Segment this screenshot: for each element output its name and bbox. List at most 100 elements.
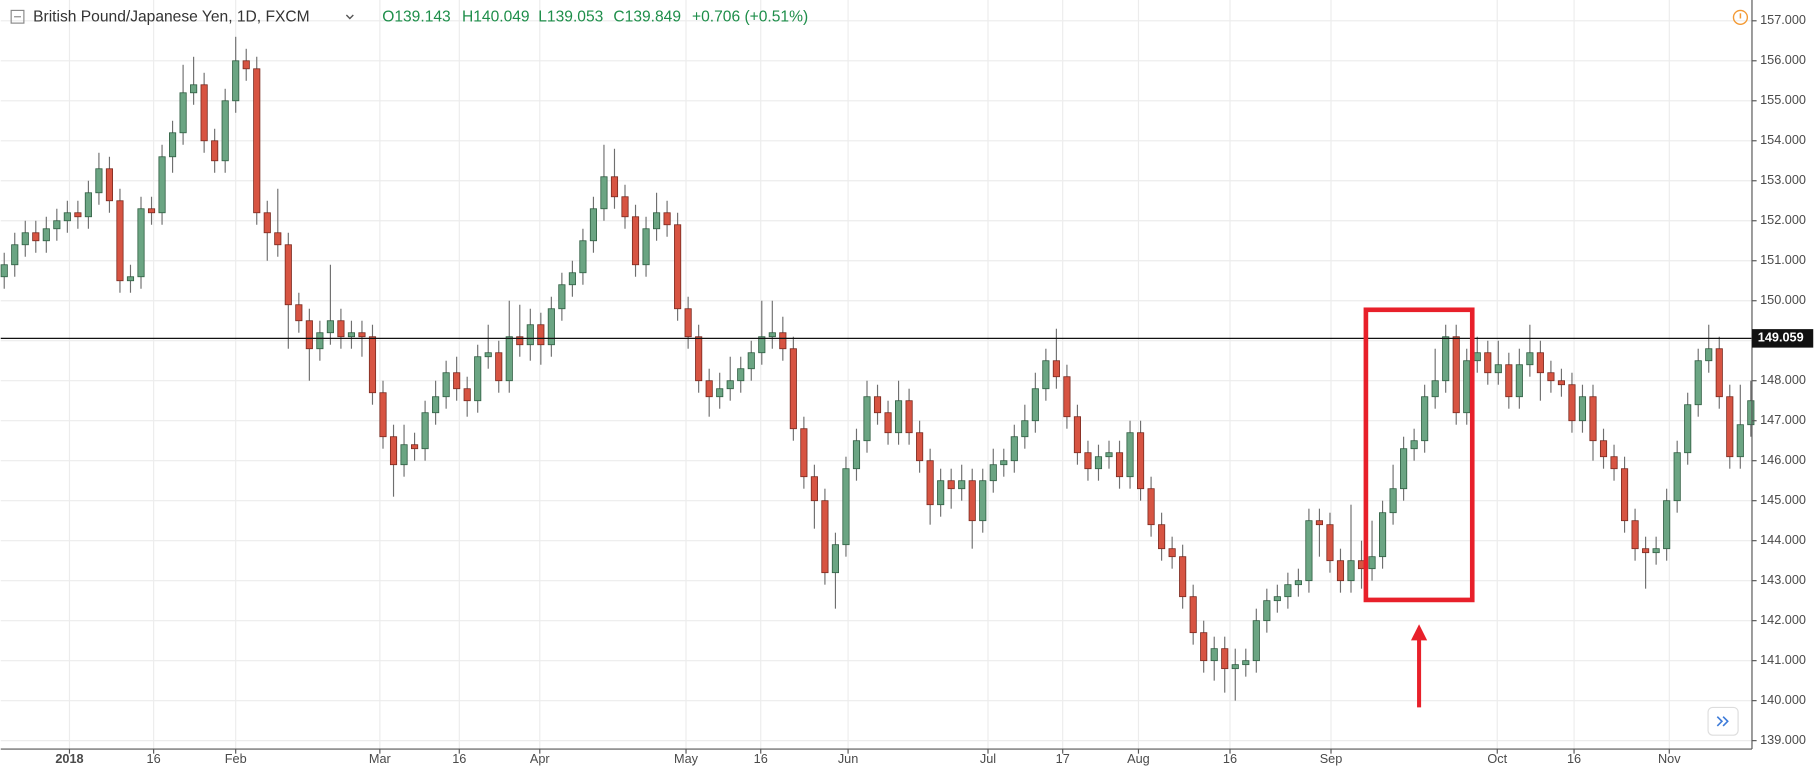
scroll-button[interactable] xyxy=(1707,706,1739,736)
candle-body xyxy=(747,352,755,370)
candle-body xyxy=(558,284,566,310)
candle-body xyxy=(53,220,61,230)
y-tick-label: 153.000 xyxy=(1760,172,1806,187)
header-high: H140.049 xyxy=(462,8,530,25)
candle-body xyxy=(737,368,745,382)
candle-body xyxy=(347,332,356,338)
candle-body xyxy=(1242,660,1250,666)
candle-body xyxy=(926,460,934,506)
candle-body xyxy=(474,356,482,402)
candle-body xyxy=(1137,432,1145,490)
candle-body xyxy=(758,336,766,354)
candle-body xyxy=(379,392,387,438)
y-tick-label: 157.000 xyxy=(1760,12,1806,27)
candle-body xyxy=(1031,388,1039,422)
y-tick-label: 143.000 xyxy=(1760,572,1806,587)
candle-body xyxy=(1715,348,1723,398)
candle-body xyxy=(432,396,440,414)
candle-body xyxy=(84,192,92,218)
candle-body xyxy=(1094,456,1103,470)
candle-body xyxy=(1515,364,1523,398)
last-price-tag xyxy=(1751,329,1814,348)
candle-body xyxy=(1452,336,1460,414)
candle-body xyxy=(1252,620,1260,662)
collapse-icon[interactable] xyxy=(10,9,25,24)
y-tick-label: 151.000 xyxy=(1760,252,1806,267)
candle-body xyxy=(1000,460,1008,466)
header-close: C139.849 xyxy=(613,8,681,25)
candle-body xyxy=(232,60,240,102)
y-tick-label: 141.000 xyxy=(1760,652,1806,667)
candles xyxy=(0,36,1755,701)
candle-body xyxy=(95,168,103,194)
axes: 139.000 140.000 141.000 142.000 143.000 144.0… xyxy=(55,12,1814,766)
y-tick-label: 146.000 xyxy=(1760,452,1806,467)
candle-body xyxy=(1273,596,1281,602)
candle-body xyxy=(631,216,640,266)
symbol-title[interactable]: British Pound/Japanese Yen, 1D, FXCM xyxy=(33,8,310,25)
x-tick-label: 16 xyxy=(147,751,161,766)
candle-body xyxy=(1736,424,1744,458)
candle-body xyxy=(1379,512,1387,558)
candle-body xyxy=(1463,360,1471,414)
header-open: O139.143 xyxy=(382,8,451,25)
candle-body xyxy=(1305,520,1313,582)
candle-body xyxy=(126,276,135,282)
candle-body xyxy=(495,352,503,382)
candle-body xyxy=(621,196,629,218)
candle-body xyxy=(274,232,282,246)
candle-body xyxy=(1421,396,1429,442)
x-tick-label: 16 xyxy=(1567,751,1581,766)
candle-body xyxy=(1179,556,1187,598)
candle-body xyxy=(74,212,82,218)
candle-body xyxy=(1663,500,1671,550)
candle-body xyxy=(1505,364,1513,398)
symbol-dropdown[interactable] xyxy=(345,14,354,20)
candle-body xyxy=(1336,560,1345,582)
candle-body xyxy=(32,232,40,242)
candle-body xyxy=(884,412,892,434)
candle-body xyxy=(568,272,576,286)
x-tick-label: 16 xyxy=(1223,751,1237,766)
candle-body xyxy=(726,380,734,390)
x-tick-label: Aug xyxy=(1127,751,1150,766)
candle-body xyxy=(42,228,50,242)
candle-body xyxy=(1168,548,1176,558)
y-tick-label: 144.000 xyxy=(1760,532,1806,547)
y-tick-label: 147.000 xyxy=(1760,412,1806,427)
x-tick-label: 2018 xyxy=(55,751,83,766)
candle-body xyxy=(589,208,597,242)
alert-icon[interactable] xyxy=(1732,9,1749,25)
candle-body xyxy=(852,440,861,470)
candle-body xyxy=(253,68,261,214)
x-tick-label: Mar xyxy=(369,751,392,766)
candle-body xyxy=(1400,448,1408,490)
candle-body xyxy=(1115,452,1124,478)
x-tick-label: Jul xyxy=(980,751,996,766)
candle-body xyxy=(137,208,145,278)
candle-body xyxy=(895,400,903,434)
candle-body xyxy=(1315,520,1323,526)
candle-body xyxy=(147,208,156,214)
candle-body xyxy=(1610,456,1618,470)
candle-body xyxy=(1473,352,1481,362)
candle-body xyxy=(1642,548,1650,554)
candle-body xyxy=(1200,632,1208,662)
x-tick-label: May xyxy=(674,751,699,766)
x-tick-label: Jun xyxy=(838,751,858,766)
candle-body xyxy=(810,476,818,502)
candle-body xyxy=(831,544,839,574)
candle-body xyxy=(442,372,450,398)
candle-body xyxy=(716,388,724,398)
x-tick-label: Sep xyxy=(1320,751,1343,766)
candle-body xyxy=(1442,336,1450,382)
candle-body xyxy=(1084,452,1092,470)
highlight-box xyxy=(1363,307,1475,603)
candle-body xyxy=(537,324,545,346)
y-tick-label: 145.000 xyxy=(1760,492,1806,507)
candle-body xyxy=(63,212,71,222)
candle-body xyxy=(695,336,703,382)
y-tick-label: 156.000 xyxy=(1760,52,1806,67)
